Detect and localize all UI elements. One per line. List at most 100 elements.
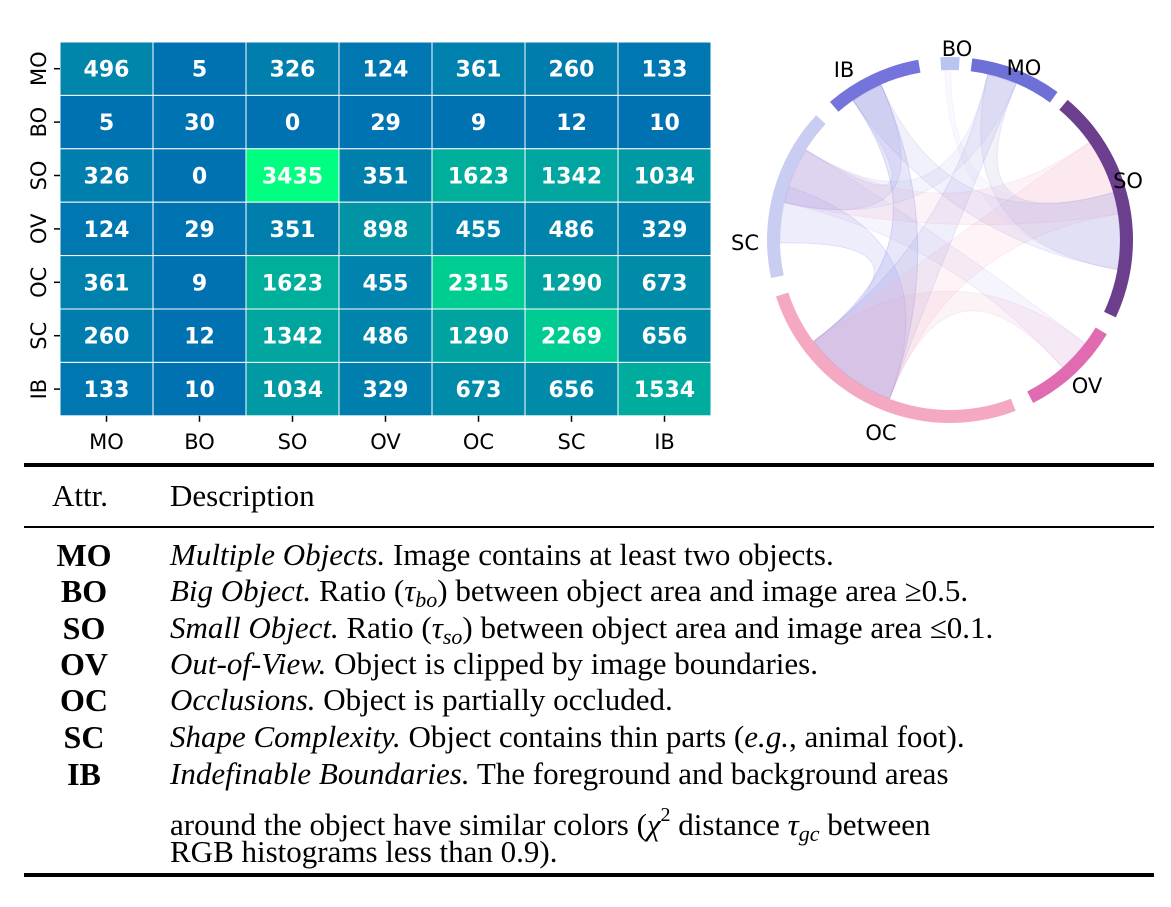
heatmap-row-label: MO <box>27 51 51 86</box>
chord-ribbon <box>944 69 1121 271</box>
attr-name-ov: Out-of-View. <box>170 646 327 681</box>
chord-label-oc: OC <box>865 421 896 445</box>
table-header-description: Description <box>170 478 315 513</box>
heatmap-col-label: SO <box>278 430 308 454</box>
heatmap-cell-value: 326 <box>84 165 130 190</box>
heatmap-cell-value: 5 <box>192 58 207 83</box>
chord-arc-mo <box>970 58 1058 103</box>
attr-code-oc: OC <box>60 682 108 718</box>
heatmap-cell <box>59 255 154 310</box>
attr-desc-bo: Big Object. Ratio (τbo) between object a… <box>170 573 969 612</box>
heatmap-cell-value: 1034 <box>634 165 695 190</box>
heatmap-cell-value: 30 <box>184 111 215 136</box>
heatmap-row-label: OC <box>27 267 51 298</box>
heatmap-cell-value: 0 <box>192 165 207 190</box>
heatmap-cell-value: 1534 <box>634 378 695 403</box>
heatmap-cell <box>524 41 619 96</box>
heatmap-cell <box>245 361 340 417</box>
heatmap-cell-value: 9 <box>471 111 486 136</box>
chord-label-so: SO <box>1113 169 1143 193</box>
chord-label-ib: IB <box>834 58 855 82</box>
heatmap-cell <box>245 41 340 96</box>
heatmap-cell-value: 486 <box>363 325 409 350</box>
attr-name-sc: Shape Complexity. <box>170 719 401 754</box>
heatmap-col-label: IB <box>654 430 675 454</box>
heatmap-cell <box>338 308 433 363</box>
heatmap-cell-value: 29 <box>184 218 215 243</box>
heatmap-col-label: MO <box>89 430 124 454</box>
attr-code-mo: MO <box>56 537 112 573</box>
heatmap-row-label: BO <box>27 107 51 138</box>
heatmap-col-label: OV <box>370 430 401 454</box>
heatmap-cell-value: 1342 <box>262 325 323 350</box>
chord-label-bo: BO <box>942 37 973 61</box>
chord-ribbon <box>779 186 907 400</box>
attr-desc-ib: Indefinable Boundaries. The foreground a… <box>170 756 949 791</box>
heatmap-cell <box>59 308 154 363</box>
heatmap-cell <box>617 148 712 203</box>
heatmap-cell <box>152 201 247 257</box>
chord-arc-ov <box>1027 327 1107 404</box>
attr-desc-sc: Shape Complexity. Object contains thin p… <box>170 719 965 754</box>
chord-ribbon <box>783 83 902 211</box>
chord-arc-sc <box>767 115 826 279</box>
heatmap-cell <box>59 361 154 417</box>
chord-ribbon <box>812 290 1086 400</box>
heatmap-cell <box>524 148 619 203</box>
table-top-rule <box>24 463 1154 467</box>
chord-arc-bo <box>940 56 960 71</box>
heatmap-cell <box>338 41 433 96</box>
heatmap-col-label: OC <box>463 430 494 454</box>
heatmap-cell-value: 329 <box>642 218 688 243</box>
attr-code-sc: SC <box>63 719 105 755</box>
heatmap-cell <box>431 94 526 150</box>
heatmap-cell <box>617 361 712 417</box>
heatmap-cell <box>245 148 340 203</box>
heatmap-cell-value: 124 <box>363 58 409 83</box>
heatmap-cell <box>617 308 712 363</box>
heatmap-cell-value: 10 <box>184 378 215 403</box>
heatmap-cell-value: 351 <box>363 165 409 190</box>
attr-desc-oc: Occlusions. Object is partially occluded… <box>170 682 673 717</box>
table-header-rule <box>24 526 1154 528</box>
heatmap-cell-value: 10 <box>649 111 680 136</box>
heatmap-cell-value: 2269 <box>541 325 602 350</box>
table-header-attr: Attr. <box>52 478 108 513</box>
heatmap-cell-value: 133 <box>642 58 688 83</box>
chord-ribbon <box>783 73 1017 211</box>
heatmap-cell-value: 1623 <box>448 165 509 190</box>
heatmap-cell-value: 1034 <box>262 378 323 403</box>
heatmap-cell <box>617 201 712 257</box>
heatmap-cell <box>524 361 619 417</box>
heatmap-cell-value: 0 <box>285 111 300 136</box>
attr-desc-so: Small Object. Ratio (τso) between object… <box>170 610 994 649</box>
heatmap-cell-value: 486 <box>549 218 595 243</box>
chord-arc-so <box>1059 99 1133 318</box>
heatmap-cell-value: 29 <box>370 111 401 136</box>
attr-desc-ib-line3: RGB histograms less than 0.9). <box>170 834 558 869</box>
attr-code-ov: OV <box>60 646 108 682</box>
attr-code-so: SO <box>62 610 106 646</box>
chord-ribbon <box>812 83 919 400</box>
heatmap-cell-value: 3435 <box>262 165 323 190</box>
heatmap-col-label: BO <box>184 430 215 454</box>
heatmap-cell-value: 1290 <box>541 271 602 296</box>
heatmap-cell-value: 9 <box>192 271 207 296</box>
chart-area: 496 5 326 124 361 260 133 5 30 0 29 9 12 10 326 0 3435 35… <box>27 37 1143 454</box>
attr-name-mo: Multiple Objects. <box>170 537 386 572</box>
heatmap-cell-value: 898 <box>363 218 409 243</box>
heatmap-cell-value: 656 <box>549 378 595 403</box>
heatmap-cell-value: 2315 <box>448 271 509 296</box>
heatmap-cell-value: 329 <box>363 378 409 403</box>
heatmap-cell-value: 496 <box>84 58 130 83</box>
heatmap-cell-value: 656 <box>642 325 688 350</box>
heatmap-cell-value: 1290 <box>448 325 509 350</box>
attr-desc-ib-line2: around the object have similar colors (χ… <box>170 804 931 846</box>
heatmap-row-label: OV <box>27 213 51 244</box>
heatmap-cell-value: 1342 <box>541 165 602 190</box>
attr-name-bo: Big Object. <box>170 573 312 608</box>
chord-arc-ib <box>829 59 921 112</box>
heatmap-cell-value: 12 <box>184 325 215 350</box>
heatmap-cell <box>59 201 154 257</box>
heatmap-cell <box>524 201 619 257</box>
